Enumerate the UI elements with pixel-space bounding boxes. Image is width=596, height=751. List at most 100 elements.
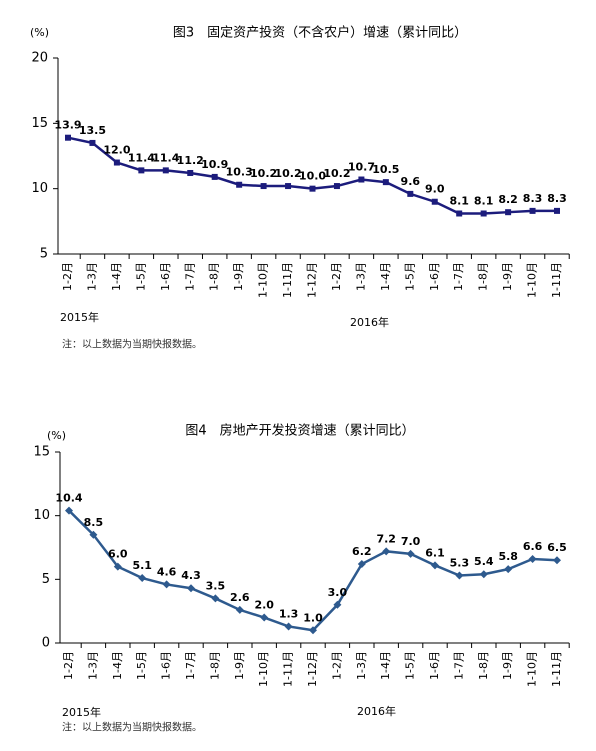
value-label: 10.2 [323, 167, 350, 180]
marker [260, 183, 267, 190]
y-axis-label: (%) [30, 26, 49, 39]
value-label: 5.8 [498, 550, 518, 563]
y-tick-label: 15 [31, 116, 48, 131]
marker [456, 210, 463, 217]
x-tick-label: 1-4月 [111, 651, 124, 680]
value-label: 5.1 [132, 559, 152, 572]
note: 注：以上数据为当期快报数据。 [62, 338, 202, 351]
value-label: 10.2 [274, 167, 301, 180]
marker [89, 139, 96, 146]
value-label: 3.5 [206, 579, 226, 592]
marker [187, 584, 195, 593]
x-tick-label: 1-5月 [403, 262, 416, 291]
x-tick-label: 1-10月 [526, 651, 539, 687]
x-tick-label: 1-3月 [86, 651, 99, 680]
value-label: 3.0 [328, 586, 348, 599]
marker [553, 556, 561, 565]
marker [333, 183, 340, 190]
x-tick-label: 1-9月 [501, 651, 514, 680]
x-tick-label: 1-8月 [208, 262, 221, 291]
value-label: 11.4 [128, 151, 155, 164]
marker [407, 190, 414, 197]
x-tick-label: 1-2月 [61, 262, 74, 291]
marker [382, 547, 391, 556]
value-label: 10.3 [226, 166, 253, 179]
marker [235, 605, 244, 614]
value-label: 8.2 [498, 193, 518, 206]
x-tick-label: 1-3月 [355, 651, 368, 680]
marker [284, 622, 293, 631]
value-label: 10.9 [201, 158, 228, 171]
value-label: 6.2 [352, 545, 372, 558]
x-tick-label: 1-9月 [501, 262, 514, 291]
marker [138, 574, 147, 583]
value-label: 5.4 [474, 555, 494, 568]
marker [211, 594, 220, 603]
y-tick-label: 0 [42, 636, 50, 651]
x-tick-label: 1-3月 [85, 262, 98, 291]
x-tick-label: 1-4月 [379, 651, 392, 680]
value-label: 6.6 [523, 540, 543, 553]
x-tick-label: 1-11月 [282, 651, 295, 687]
marker [505, 209, 512, 216]
y-tick-label: 5 [40, 247, 48, 262]
marker [309, 185, 316, 192]
marker [309, 626, 317, 635]
marker [285, 183, 292, 190]
group-label: 2016年 [357, 704, 396, 718]
y-tick-label: 5 [42, 572, 50, 587]
value-label: 8.1 [474, 194, 494, 207]
value-label: 4.3 [181, 569, 201, 582]
x-tick-label: 1-5月 [134, 262, 147, 291]
marker [65, 506, 73, 515]
value-label: 13.9 [54, 119, 81, 132]
x-tick-label: 1-7月 [452, 651, 465, 680]
marker [211, 173, 218, 180]
value-label: 8.3 [547, 192, 567, 205]
marker [162, 167, 169, 174]
marker [529, 207, 536, 214]
x-tick-label: 1-6月 [159, 262, 172, 291]
marker [113, 562, 122, 571]
value-label: 6.1 [425, 546, 445, 559]
marker [455, 571, 464, 580]
y-tick-label: 10 [33, 508, 50, 523]
x-tick-label: 1-7月 [452, 262, 465, 291]
x-tick-label: 1-7月 [183, 262, 196, 291]
chart-title: 图3 固定资产投资（不含农户）增速（累计同比） [173, 25, 467, 41]
x-tick-label: 1-11月 [550, 262, 563, 298]
marker [358, 176, 365, 183]
x-tick-label: 1-11月 [550, 651, 563, 687]
marker [504, 565, 513, 574]
marker [65, 134, 71, 141]
value-label: 9.6 [401, 175, 421, 188]
value-label: 8.5 [84, 516, 104, 529]
x-tick-label: 1-10月 [526, 262, 539, 298]
marker [382, 179, 389, 186]
x-tick-label: 1-4月 [110, 262, 123, 291]
marker [260, 613, 269, 622]
marker [479, 570, 488, 579]
marker [113, 159, 120, 166]
value-label: 1.0 [303, 611, 323, 624]
value-label: 10.0 [299, 170, 326, 183]
marker [480, 210, 487, 217]
marker [528, 554, 537, 563]
x-tick-label: 1-5月 [135, 651, 148, 680]
marker [187, 169, 194, 176]
x-tick-label: 1-8月 [477, 651, 490, 680]
value-label: 13.5 [79, 124, 106, 137]
group-label: 2015年 [62, 705, 101, 719]
marker [89, 530, 98, 539]
value-label: 9.0 [425, 183, 445, 196]
group-label: 2016年 [350, 315, 389, 329]
x-tick-label: 1-2月 [62, 651, 75, 680]
value-label: 8.3 [523, 192, 543, 205]
y-tick-label: 10 [31, 181, 48, 196]
x-tick-label: 1-8月 [208, 651, 221, 680]
marker [333, 600, 342, 609]
y-axis-label: (%) [47, 429, 66, 442]
value-label: 12.0 [103, 144, 130, 157]
